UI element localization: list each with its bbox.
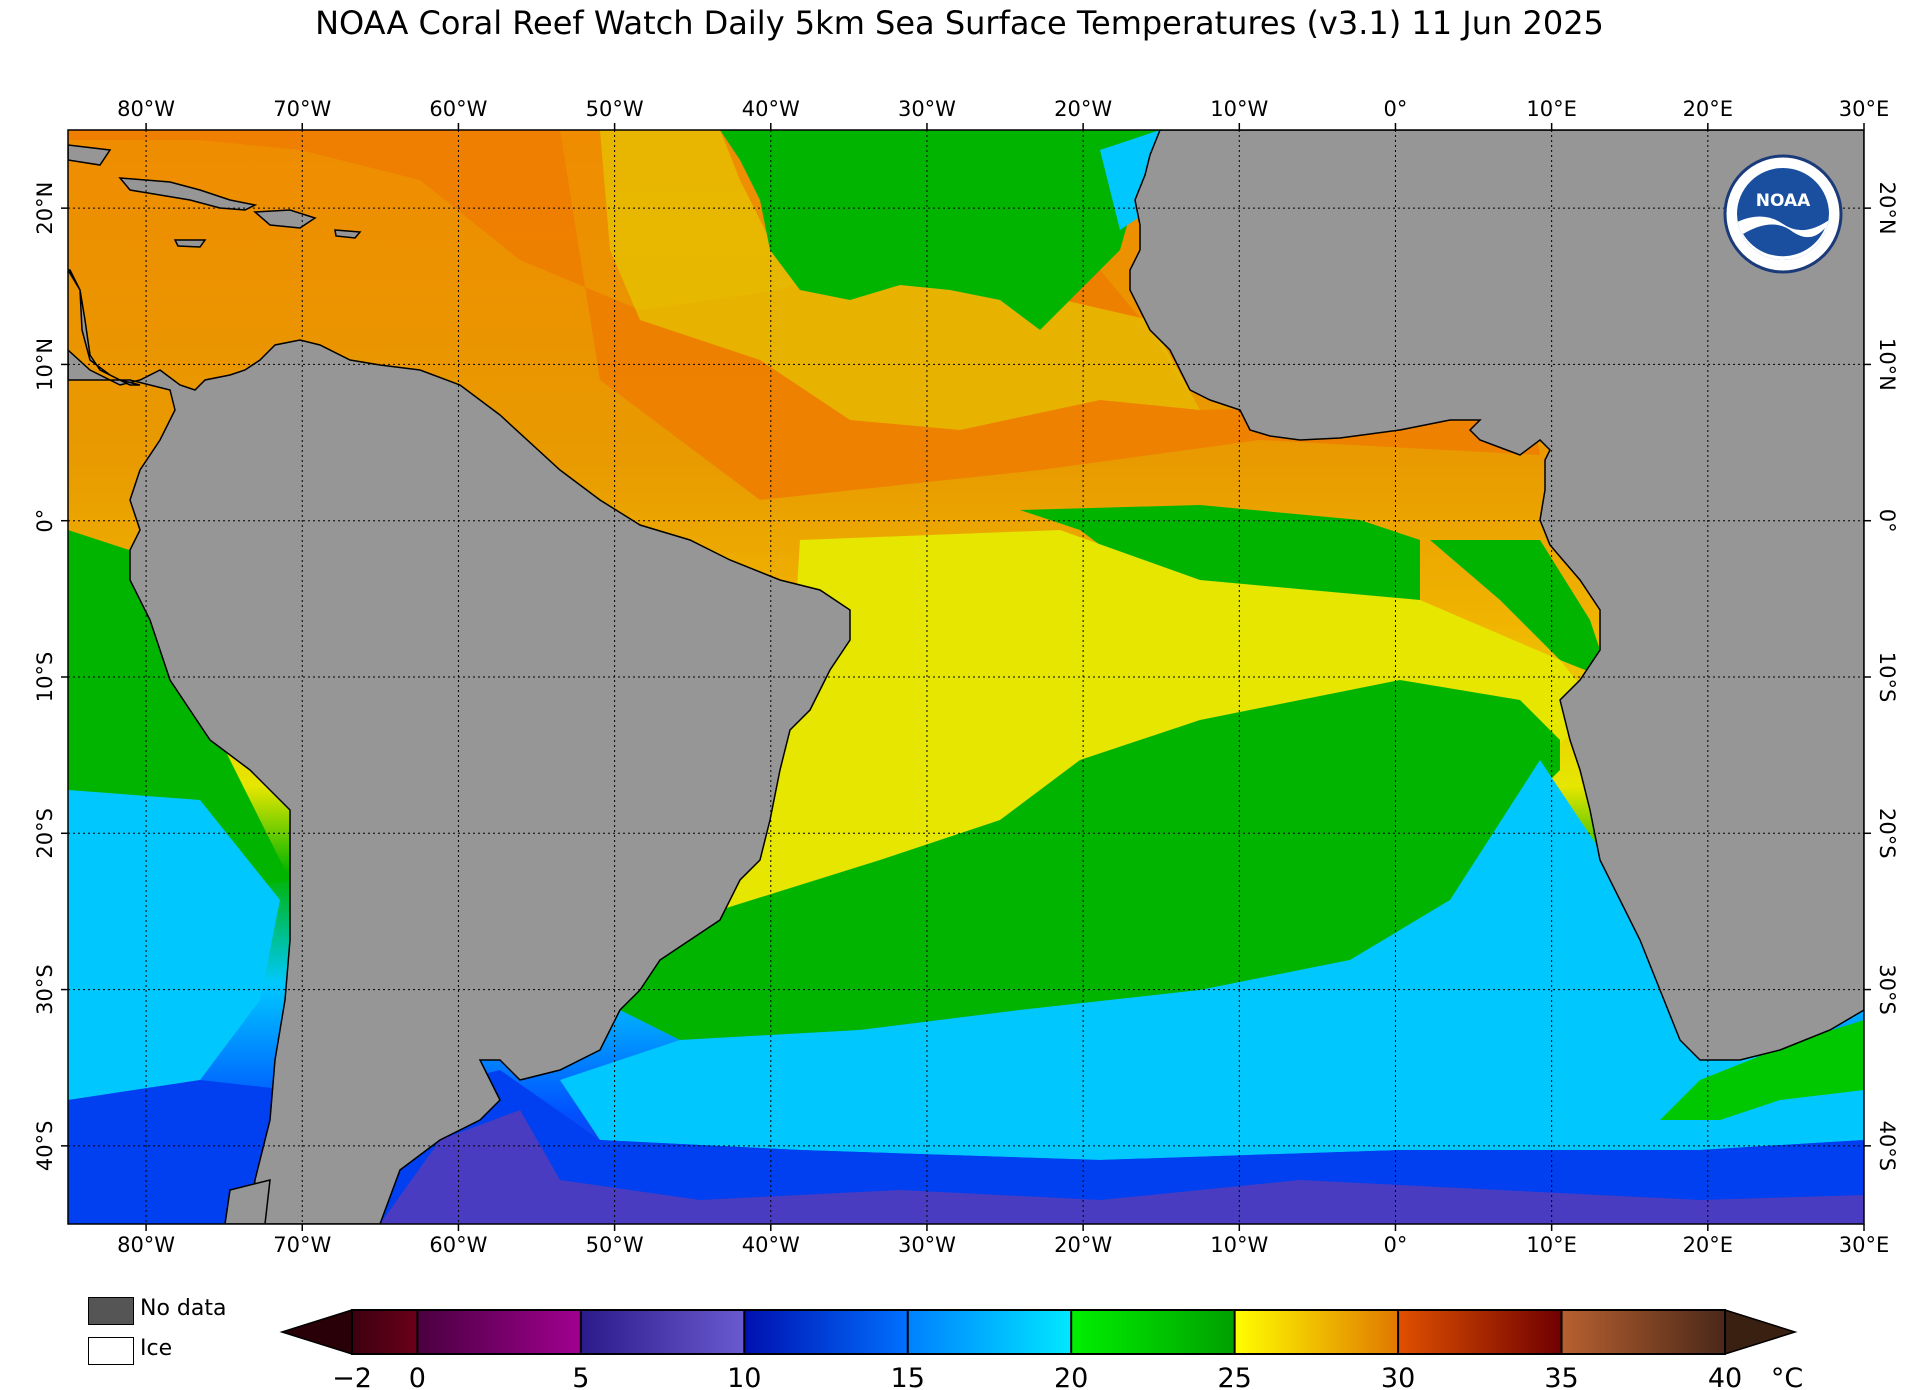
- colorbar-segment: [1071, 1310, 1235, 1354]
- colorbar-tick-label: 10: [727, 1363, 761, 1390]
- sst-zone-deep-south: [380, 1110, 1864, 1224]
- colorbar-tick-label: 30: [1381, 1363, 1415, 1390]
- lon-label-bottom: 60°W: [429, 1233, 487, 1257]
- colorbar-tick-label: 40: [1708, 1363, 1742, 1390]
- colorbar-unit: °C: [1771, 1363, 1803, 1390]
- lat-label-right: 20°S: [1875, 808, 1899, 859]
- lon-label-bottom: 50°W: [586, 1233, 644, 1257]
- lat-label-left: 20°N: [33, 182, 57, 235]
- lon-label-bottom: 10°E: [1526, 1233, 1577, 1257]
- lat-label-left: 20°S: [33, 808, 57, 859]
- colorbar-tick-label: 25: [1217, 1363, 1251, 1390]
- colorbar-tick-label: 35: [1544, 1363, 1578, 1390]
- lon-label-bottom: 30°W: [898, 1233, 956, 1257]
- sst-zone-yellow-south: [720, 530, 1600, 910]
- sst-zone-green-north: [720, 130, 1160, 330]
- sst-zone-green-south: [620, 680, 1560, 1040]
- lon-label-bottom: 10°W: [1210, 1233, 1268, 1257]
- colorbar-frame: [351, 1309, 1726, 1355]
- no-data-label: No data: [140, 1296, 227, 1321]
- lat-labels-right: 20°N 10°N 0° 10°S 20°S 30°S 40°S: [1875, 182, 1899, 1171]
- lat-label-left: 40°S: [33, 1121, 57, 1172]
- land-hispaniola: [253, 209, 317, 229]
- lon-label-bottom: 80°W: [117, 1233, 175, 1257]
- lon-label-top: 20°E: [1683, 97, 1734, 121]
- colorbar: −2 0 5 10 15 20 25 30 35 40 °C: [279, 1308, 1803, 1390]
- lon-label-top: 10°W: [1210, 97, 1268, 121]
- lon-label-top: 30°W: [898, 97, 956, 121]
- colorbar-segment: [1561, 1310, 1725, 1354]
- lat-label-right: 10°N: [1875, 338, 1899, 391]
- lat-label-left: 10°N: [33, 338, 57, 391]
- lon-label-top: 10°E: [1526, 97, 1577, 121]
- colorbar-tick-label: 15: [891, 1363, 925, 1390]
- lon-label-top: 30°E: [1839, 97, 1890, 121]
- lon-label-bottom: 30°E: [1839, 1233, 1890, 1257]
- colorbar-tick-label: 0: [409, 1363, 426, 1390]
- colorbar-segment: [580, 1310, 745, 1354]
- colorbar-tick-label: 20: [1054, 1363, 1088, 1390]
- map-title: NOAA Coral Reef Watch Daily 5km Sea Surf…: [315, 4, 1604, 42]
- colorbar-tick-label: 5: [572, 1363, 589, 1390]
- land-jamaica: [173, 239, 207, 248]
- land-tierra-del-fuego: [224, 1179, 271, 1224]
- sst-zone-cyan-west: [68, 790, 280, 1100]
- colorbar-segment: [1398, 1310, 1562, 1354]
- lon-label-bottom: 20°W: [1054, 1233, 1112, 1257]
- colorbar-segment: [417, 1310, 581, 1354]
- land-africa: [1129, 130, 1864, 1061]
- lon-labels-bottom: 80°W 70°W 60°W 50°W 40°W 30°W 20°W 10°W 0° 10°E 20…: [117, 1233, 1889, 1257]
- land-puerto-rico: [334, 229, 362, 239]
- colorbar-under-arrow: [279, 1308, 353, 1356]
- lon-label-top: 0°: [1384, 97, 1408, 121]
- lon-label-bottom: 40°W: [742, 1233, 800, 1257]
- colorbar-segment: [1234, 1310, 1399, 1354]
- lon-labels-top: 80°W 70°W 60°W 50°W 40°W 30°W 20°W 10°W 0° 10°E 20…: [117, 97, 1889, 121]
- sst-zone-green-equator: [1020, 505, 1420, 600]
- lon-label-top: 70°W: [273, 97, 331, 121]
- lon-label-top: 60°W: [429, 97, 487, 121]
- land-south-america: [68, 339, 851, 1224]
- lon-label-top: 50°W: [586, 97, 644, 121]
- lat-label-right: 20°N: [1875, 182, 1899, 235]
- lat-label-right: 10°S: [1875, 652, 1899, 703]
- lat-label-right: 0°: [1875, 509, 1899, 533]
- colorbar-over-arrow: [1724, 1308, 1798, 1356]
- land-central-america: [68, 269, 141, 386]
- lat-label-left: 10°S: [33, 652, 57, 703]
- sst-zone-cyan-south: [560, 760, 1864, 1160]
- ice-swatch: [88, 1337, 134, 1365]
- lat-label-left: 30°S: [33, 964, 57, 1015]
- colorbar-segment: [352, 1310, 418, 1354]
- lon-label-bottom: 70°W: [273, 1233, 331, 1257]
- sst-zone-green-angola: [1430, 540, 1610, 680]
- lat-labels-left: 20°N 10°N 0° 10°S 20°S 30°S 40°S: [33, 182, 57, 1171]
- lon-label-top: 40°W: [742, 97, 800, 121]
- sst-zone-green-southeast: [1660, 1020, 1864, 1120]
- noaa-logo: NOAA: [1723, 154, 1843, 274]
- land-cuba: [118, 177, 258, 211]
- lat-label-right: 30°S: [1875, 964, 1899, 1015]
- noaa-logo-text: NOAA: [1756, 191, 1811, 211]
- lon-label-top: 80°W: [117, 97, 175, 121]
- colorbar-segment: [907, 1310, 1072, 1354]
- lon-label-bottom: 20°E: [1683, 1233, 1734, 1257]
- map-area: [68, 130, 1864, 1224]
- no-data-swatch: [88, 1297, 134, 1325]
- ice-label: Ice: [140, 1336, 173, 1361]
- land-yucatan-top: [68, 144, 112, 166]
- lat-label-right: 40°S: [1875, 1121, 1899, 1172]
- lat-label-left: 0°: [33, 509, 57, 533]
- axis-ticks: [61, 123, 1871, 1231]
- lon-label-top: 20°W: [1054, 97, 1112, 121]
- colorbar-tick-label: −2: [332, 1363, 372, 1390]
- lon-label-bottom: 0°: [1384, 1233, 1408, 1257]
- colorbar-segment: [744, 1310, 908, 1354]
- graticule: [68, 130, 1864, 1224]
